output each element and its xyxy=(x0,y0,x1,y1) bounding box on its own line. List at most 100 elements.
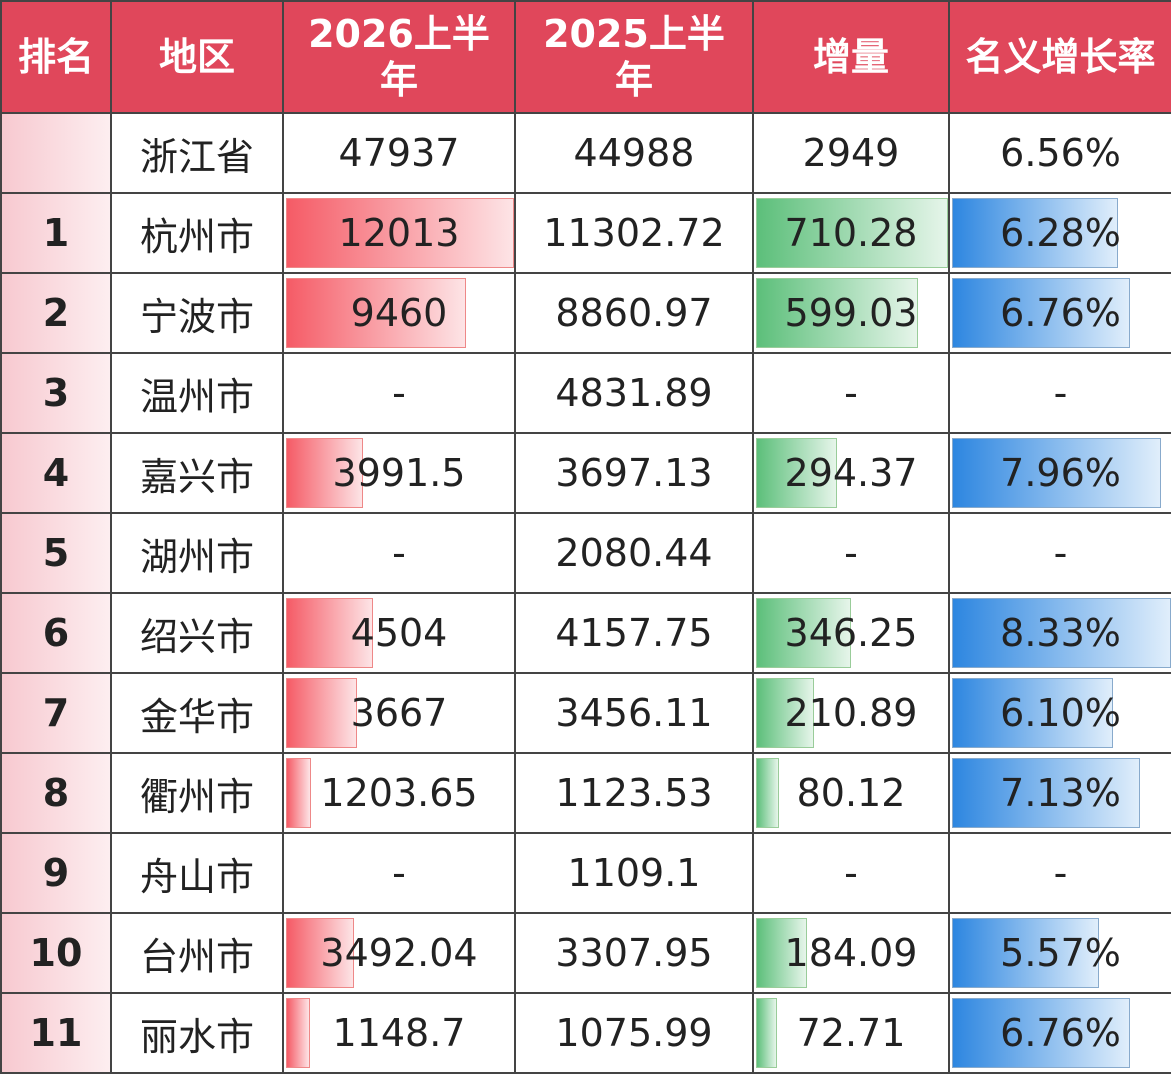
table-row: 浙江省 47937 44988 2949 6.56% xyxy=(0,112,1171,194)
header-cell: 排名 xyxy=(0,0,112,114)
value-text: 7.96% xyxy=(1000,451,1121,495)
region-cell: 温州市 xyxy=(110,352,284,434)
data-bar xyxy=(286,758,311,828)
value-text: - xyxy=(844,531,858,575)
rank-cell xyxy=(0,112,112,194)
value-cell: - xyxy=(282,832,516,914)
value-cell: - xyxy=(948,832,1171,914)
value-text: 1148.7 xyxy=(332,1011,466,1055)
value-cell: 4504 xyxy=(282,592,516,674)
data-bar xyxy=(286,918,354,988)
value-cell: 6.76% xyxy=(948,272,1171,354)
value-cell: 11302.72 xyxy=(514,192,754,274)
region-cell: 嘉兴市 xyxy=(110,432,284,514)
value-text: 3991.5 xyxy=(332,451,466,495)
rank-text: 10 xyxy=(29,931,83,975)
value-text: - xyxy=(1053,531,1068,575)
value-text: 6.56% xyxy=(1000,131,1121,175)
value-cell: - xyxy=(948,352,1171,434)
value-cell: - xyxy=(282,352,516,434)
header-text: 地区 xyxy=(158,35,235,79)
value-text: 2080.44 xyxy=(555,531,713,575)
value-cell: 3991.5 xyxy=(282,432,516,514)
value-cell: 72.71 xyxy=(752,992,950,1074)
value-text: 1109.1 xyxy=(567,851,701,895)
data-bar xyxy=(952,598,1170,668)
value-cell: 2949 xyxy=(752,112,950,194)
table-row: 8 衢州市 1203.65 1123.53 80.12 7.13% xyxy=(0,752,1171,834)
header-row: 排名 地区 2026上半年 2025上半年 增量 名义增长率 xyxy=(0,0,1171,114)
data-bar xyxy=(952,438,1162,508)
header-text: 排名 xyxy=(17,35,94,79)
value-text: 80.12 xyxy=(796,771,906,815)
rank-text: 6 xyxy=(42,611,70,655)
rank-text: 1 xyxy=(42,211,70,255)
value-text: 7.13% xyxy=(1000,771,1121,815)
value-text: 1075.99 xyxy=(555,1011,713,1055)
value-cell: 294.37 xyxy=(752,432,950,514)
table-row: 6 绍兴市 4504 4157.75 346.25 8.33% xyxy=(0,592,1171,674)
rank-text: 5 xyxy=(42,531,70,575)
data-bar xyxy=(286,278,466,348)
value-text: 1203.65 xyxy=(320,771,478,815)
table-row: 9 舟山市 - 1109.1 - - xyxy=(0,832,1171,914)
value-cell: 4157.75 xyxy=(514,592,754,674)
value-text: 2949 xyxy=(802,131,900,175)
value-cell: 6.76% xyxy=(948,992,1171,1074)
value-text: 1123.53 xyxy=(555,771,713,815)
header-cell: 增量 xyxy=(752,0,950,114)
value-cell: 8860.97 xyxy=(514,272,754,354)
value-cell: 9460 xyxy=(282,272,516,354)
value-cell: - xyxy=(282,512,516,594)
data-bar xyxy=(952,278,1131,348)
value-cell: 6.28% xyxy=(948,192,1171,274)
value-text: 599.03 xyxy=(784,291,918,335)
region-text: 宁波市 xyxy=(139,294,254,339)
data-bar xyxy=(286,438,364,508)
data-bar xyxy=(952,198,1118,268)
rank-cell: 2 xyxy=(0,272,112,354)
value-cell: 8.33% xyxy=(948,592,1171,674)
table-row: 7 金华市 3667 3456.11 210.89 6.10% xyxy=(0,672,1171,754)
value-text: 294.37 xyxy=(784,451,918,495)
value-text: - xyxy=(1053,851,1068,895)
value-text: - xyxy=(392,531,406,575)
rank-cell: 11 xyxy=(0,992,112,1074)
data-bar xyxy=(952,678,1113,748)
table-row: 4 嘉兴市 3991.5 3697.13 294.37 7.96% xyxy=(0,432,1171,514)
value-cell: 6.10% xyxy=(948,672,1171,754)
value-cell: 210.89 xyxy=(752,672,950,754)
rank-cell: 5 xyxy=(0,512,112,594)
data-bar xyxy=(952,758,1140,828)
rank-cell: 10 xyxy=(0,912,112,994)
data-bar xyxy=(756,918,808,988)
region-text: 衢州市 xyxy=(139,774,254,819)
value-cell: 3667 xyxy=(282,672,516,754)
rank-cell: 7 xyxy=(0,672,112,754)
value-cell: 346.25 xyxy=(752,592,950,674)
rank-text: 9 xyxy=(42,851,70,895)
value-cell: 5.57% xyxy=(948,912,1171,994)
value-text: 3697.13 xyxy=(555,451,713,495)
rank-cell: 6 xyxy=(0,592,112,674)
value-text: 210.89 xyxy=(784,691,918,735)
value-cell: 599.03 xyxy=(752,272,950,354)
region-cell: 舟山市 xyxy=(110,832,284,914)
value-text: - xyxy=(392,851,406,895)
value-cell: 710.28 xyxy=(752,192,950,274)
value-text: 6.76% xyxy=(1000,1011,1121,1055)
table-row: 11 丽水市 1148.7 1075.99 72.71 6.76% xyxy=(0,992,1171,1074)
value-text: 6.76% xyxy=(1000,291,1121,335)
value-text: 8860.97 xyxy=(555,291,713,335)
value-cell: 2080.44 xyxy=(514,512,754,594)
value-text: 72.71 xyxy=(796,1011,906,1055)
data-bar xyxy=(756,998,778,1068)
value-cell: - xyxy=(752,512,950,594)
value-text: 3492.04 xyxy=(320,931,478,975)
value-text: 8.33% xyxy=(1000,611,1121,655)
region-cell: 衢州市 xyxy=(110,752,284,834)
value-cell: 80.12 xyxy=(752,752,950,834)
table-row: 10 台州市 3492.04 3307.95 184.09 5.57% xyxy=(0,912,1171,994)
region-cell: 浙江省 xyxy=(110,112,284,194)
